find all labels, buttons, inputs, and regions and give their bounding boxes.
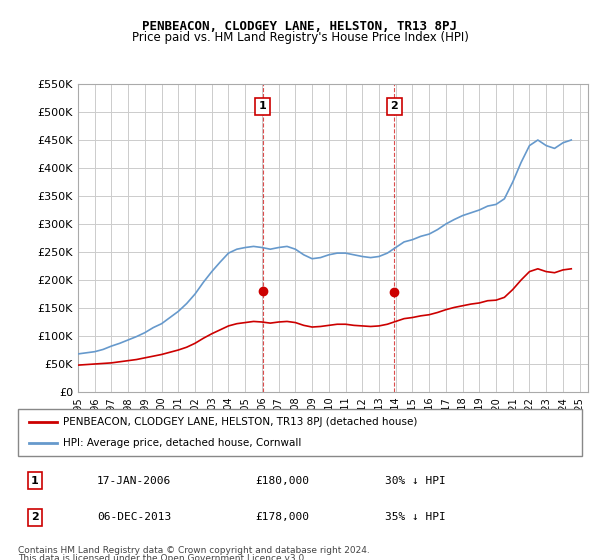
Text: PENBEACON, CLODGEY LANE, HELSTON, TR13 8PJ: PENBEACON, CLODGEY LANE, HELSTON, TR13 8… (143, 20, 458, 32)
Text: 35% ↓ HPI: 35% ↓ HPI (385, 512, 445, 522)
Text: Contains HM Land Registry data © Crown copyright and database right 2024.: Contains HM Land Registry data © Crown c… (18, 546, 370, 555)
Text: 2: 2 (391, 101, 398, 111)
Text: Price paid vs. HM Land Registry's House Price Index (HPI): Price paid vs. HM Land Registry's House … (131, 31, 469, 44)
Text: £178,000: £178,000 (255, 512, 309, 522)
Text: This data is licensed under the Open Government Licence v3.0.: This data is licensed under the Open Gov… (18, 554, 307, 560)
Text: 30% ↓ HPI: 30% ↓ HPI (385, 476, 445, 486)
Text: 06-DEC-2013: 06-DEC-2013 (97, 512, 171, 522)
Text: 1: 1 (31, 476, 39, 486)
Text: 2: 2 (31, 512, 39, 522)
Text: 17-JAN-2006: 17-JAN-2006 (97, 476, 171, 486)
Text: 1: 1 (259, 101, 266, 111)
Text: PENBEACON, CLODGEY LANE, HELSTON, TR13 8PJ (detached house): PENBEACON, CLODGEY LANE, HELSTON, TR13 8… (63, 417, 418, 427)
FancyBboxPatch shape (18, 409, 582, 456)
Text: HPI: Average price, detached house, Cornwall: HPI: Average price, detached house, Corn… (63, 438, 301, 448)
Text: £180,000: £180,000 (255, 476, 309, 486)
